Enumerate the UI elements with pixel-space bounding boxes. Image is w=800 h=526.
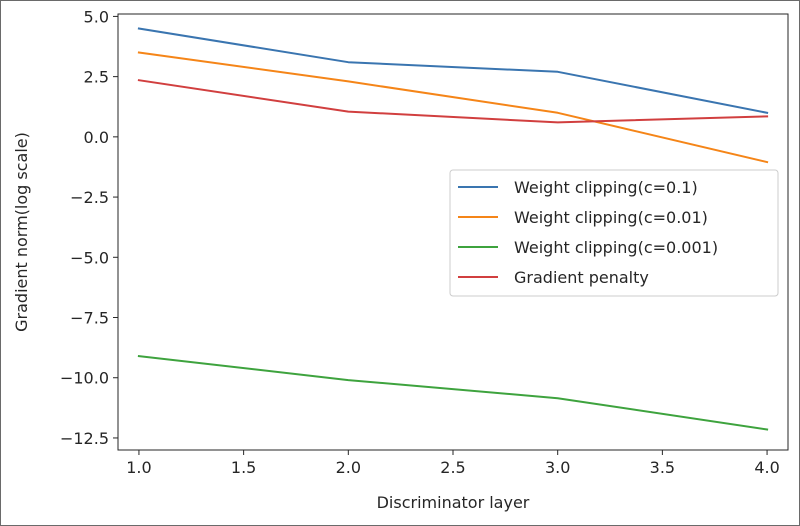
x-tick-label: 3.0 xyxy=(545,458,570,477)
y-axis-label: Gradient norm(log scale) xyxy=(12,132,31,332)
series-line-2 xyxy=(137,51,769,164)
x-tick-label: 4.0 xyxy=(754,458,779,477)
y-tick-label: −5.0 xyxy=(70,248,109,267)
y-tick-label: 2.5 xyxy=(84,68,109,87)
x-tick-label: 1.0 xyxy=(126,458,151,477)
y-tick-label: 0.0 xyxy=(84,128,109,147)
series-line-1 xyxy=(137,27,769,114)
y-tick-label: −10.0 xyxy=(60,369,109,388)
series-line-3 xyxy=(137,354,769,431)
y-tick-label: −7.5 xyxy=(70,309,109,328)
y-tick-label: −12.5 xyxy=(60,429,109,448)
legend-label-1: Weight clipping(c=0.1) xyxy=(514,178,698,197)
x-tick-label: 3.5 xyxy=(650,458,675,477)
x-tick-label: 2.5 xyxy=(440,458,465,477)
legend-label-2: Weight clipping(c=0.01) xyxy=(514,208,708,227)
x-tick-label: 1.5 xyxy=(231,458,256,477)
legend: Weight clipping(c=0.1) Weight clipping(c=… xyxy=(449,169,779,297)
x-axis-label: Discriminator layer xyxy=(377,493,530,512)
x-axis: 1.0 1.5 2.0 2.5 3.0 3.5 4.0 xyxy=(126,450,780,477)
x-tick-label: 2.0 xyxy=(336,458,361,477)
y-tick-label: 5.0 xyxy=(84,7,109,26)
series-layer xyxy=(137,27,769,431)
series-line-4 xyxy=(137,79,769,124)
legend-label-4: Gradient penalty xyxy=(514,268,649,287)
legend-box xyxy=(449,169,779,297)
legend-label-3: Weight clipping(c=0.001) xyxy=(514,238,718,257)
y-axis: 5.0 2.5 0.0 −2.5 −5.0 −7.5 −10.0 −12.5 xyxy=(60,7,118,448)
y-tick-label: −2.5 xyxy=(70,188,109,207)
